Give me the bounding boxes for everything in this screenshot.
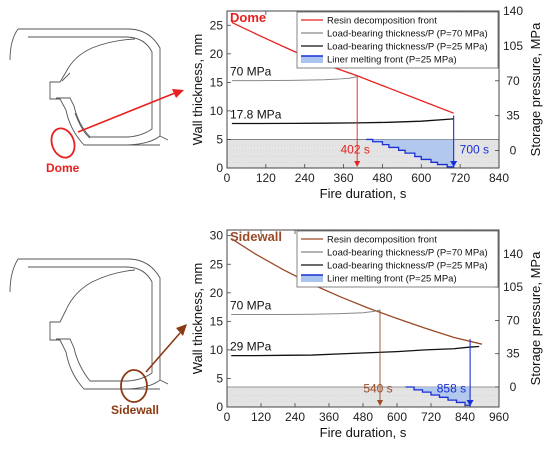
legend-box xyxy=(296,230,499,288)
dome-arrowhead-icon xyxy=(172,89,184,98)
y-axis-label: Wall thickness, mm xyxy=(190,34,205,145)
label-time-25: 858 s xyxy=(437,382,466,396)
y-tick-label: 15 xyxy=(210,75,224,89)
y2-tick-label: 140 xyxy=(503,4,523,18)
y2-axis-label: Storage pressure, MPa xyxy=(528,22,543,156)
y-tick-label: 25 xyxy=(210,18,224,32)
chart-title: Sidewall xyxy=(230,229,282,244)
marker-25-arrowhead-icon xyxy=(466,400,474,406)
x-tick-label: 840 xyxy=(455,410,475,424)
legend-swatch-fill xyxy=(301,56,323,63)
x-tick-label: 240 xyxy=(295,171,315,185)
x-tick-label: 120 xyxy=(256,171,276,185)
marker-70-arrowhead-icon xyxy=(377,400,383,406)
legend-label: Load-bearing thickness/P (P=25 MPa) xyxy=(327,42,488,53)
y-tick-label: 5 xyxy=(216,132,223,146)
x-tick-label: 120 xyxy=(251,410,271,424)
thickness-70-line xyxy=(231,76,358,82)
plot-frame xyxy=(226,10,500,169)
x-axis-label: Fire duration, s xyxy=(320,186,407,201)
y2-tick-label: 105 xyxy=(503,280,523,294)
x-tick-label: 0 xyxy=(224,171,231,185)
dome-chart: 70 MPa 17.8 MPa 402 s 700 s 0 120 240 360 480 600… xyxy=(190,4,543,201)
x-tick-label: 600 xyxy=(387,410,407,424)
y2-tick-label: 70 xyxy=(506,74,520,88)
y2-tick-label: 70 xyxy=(506,313,520,327)
liner-melt-area xyxy=(366,139,454,168)
y-tick-label: 15 xyxy=(210,314,224,328)
sidewall-arrowhead-icon xyxy=(176,324,187,336)
x-tick-label: 0 xyxy=(224,410,231,424)
label-time-70: 402 s xyxy=(340,143,369,157)
label-25-mpa: 17.8 MPa xyxy=(230,107,282,121)
x-tick-label: 840 xyxy=(489,171,509,185)
x-tick-label: 240 xyxy=(285,410,305,424)
x-tick-label: 600 xyxy=(411,171,431,185)
label-time-25: 700 s xyxy=(460,143,489,157)
label-70-mpa: 70 MPa xyxy=(230,65,272,79)
y-tick-label: 10 xyxy=(210,104,224,118)
label-25-mpa: 29 MPa xyxy=(230,340,272,354)
legend-label: Liner melting front (P=25 MPa) xyxy=(327,55,457,66)
y2-axis-label: Storage pressure, MPa xyxy=(528,251,543,385)
sidewall-callout-label: Sidewall xyxy=(111,403,159,417)
legend-label: Load-bearing thickness/P (P=70 MPa) xyxy=(327,248,488,259)
label-time-70: 540 s xyxy=(363,382,392,396)
y-tick-label: 20 xyxy=(210,47,224,61)
dome-illustration xyxy=(9,28,169,146)
y2-tick-label: 35 xyxy=(506,347,520,361)
y-tick-label: 10 xyxy=(210,343,224,357)
sidewall-chart: 70 MPa 29 MPa 540 s 858 s 0 120 240 360 480 600 72… xyxy=(190,229,543,440)
y-tick-label: 25 xyxy=(210,257,224,271)
x-axis-label: Fire duration, s xyxy=(320,425,407,440)
label-70-mpa: 70 MPa xyxy=(230,299,272,313)
x-tick-label: 360 xyxy=(319,410,339,424)
y-tick-label: 0 xyxy=(216,400,223,414)
y-tick-label: 5 xyxy=(216,371,223,385)
x-tick-label: 360 xyxy=(334,171,354,185)
x-tick-label: 480 xyxy=(353,410,373,424)
y2-tick-label: 35 xyxy=(506,109,520,123)
x-tick-label: 960 xyxy=(489,410,509,424)
dome-callout-label: Dome xyxy=(46,161,80,175)
liner-melt-area xyxy=(405,387,471,407)
dome-callout-arrow xyxy=(77,92,176,133)
legend-swatch-fill xyxy=(301,275,323,282)
y2-tick-label: 0 xyxy=(510,380,517,394)
y-tick-label: 0 xyxy=(216,161,223,175)
chart-title: Dome xyxy=(230,10,266,25)
thickness-25-line xyxy=(231,345,480,357)
thickness-25-line xyxy=(231,118,454,125)
x-tick-label: 480 xyxy=(372,171,392,185)
legend-box xyxy=(296,11,499,69)
legend-label: Load-bearing thickness/P (P=70 MPa) xyxy=(327,29,488,40)
y-axis-label: Wall thickness, mm xyxy=(190,263,205,374)
resin-front-line xyxy=(230,238,483,345)
legend-label: Resin decomposition front xyxy=(327,16,437,27)
y2-tick-label: 0 xyxy=(510,144,517,158)
x-tick-label: 720 xyxy=(450,171,470,185)
y-tick-label: 30 xyxy=(210,229,224,243)
sidewall-callout-arrow xyxy=(145,332,181,373)
resin-front-line xyxy=(231,21,454,114)
y2-tick-label: 140 xyxy=(503,247,523,261)
legend-label: Resin decomposition front xyxy=(327,235,437,246)
dome-callout-ellipse xyxy=(50,127,76,159)
sidewall-illustration xyxy=(9,258,169,390)
y2-tick-label: 105 xyxy=(503,39,523,53)
legend-label: Liner melting front (P=25 MPa) xyxy=(327,274,457,285)
marker-70-arrowhead-icon xyxy=(354,161,361,167)
thickness-70-line xyxy=(231,309,381,316)
sidewall-callout-ellipse xyxy=(120,369,148,403)
legend-label: Load-bearing thickness/P (P=25 MPa) xyxy=(327,261,488,272)
marker-25-arrowhead-icon xyxy=(450,161,458,167)
x-tick-label: 720 xyxy=(421,410,441,424)
y-tick-label: 20 xyxy=(210,286,224,300)
liner-melt-line xyxy=(366,138,455,168)
